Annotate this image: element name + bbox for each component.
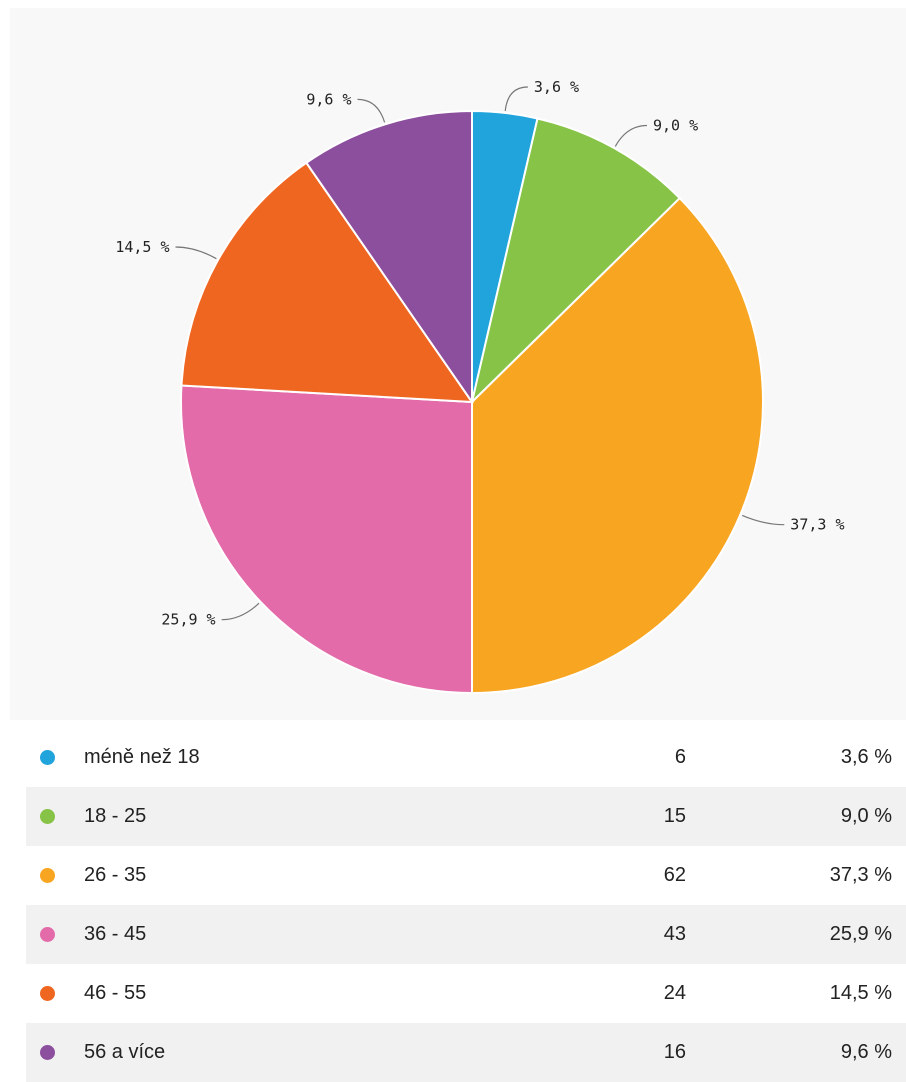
pie-leader-lines [175, 86, 785, 621]
pie-slices [180, 109, 764, 695]
pie-slice-label: 14,5 % [115, 238, 169, 256]
legend-label: 46 - 55 [84, 982, 147, 1004]
legend-dot-icon [40, 809, 55, 824]
pie-leader-line [741, 514, 785, 526]
pie-leader-line [221, 602, 260, 621]
legend-row: 46 - 55 24 14,5 % [26, 964, 906, 1023]
pie-slice-18-25 [470, 117, 682, 406]
legend-percent: 3,6 % [840, 746, 892, 768]
pie-labels: 3,6 % 9,0 % 37,3 % 25,9 % 14,5 % 9,6 % [115, 78, 844, 629]
legend-row: 18 - 25 15 9,0 % [26, 787, 906, 846]
pie-slice-56-a-vice [304, 109, 473, 406]
legend-count: 6 [674, 746, 686, 768]
pie-slice-26-35 [471, 196, 764, 695]
legend-label: 56 a více [84, 1041, 166, 1063]
legend-label: 18 - 25 [84, 805, 147, 827]
legend-count: 24 [663, 982, 686, 1004]
pie-leader-line [357, 98, 386, 123]
legend-percent: 9,0 % [840, 805, 892, 827]
pie-slice-label: 3,6 % [534, 78, 579, 96]
legend-dot-icon [40, 868, 55, 883]
legend-percent: 14,5 % [829, 982, 892, 1004]
legend-count: 43 [663, 923, 686, 945]
legend-count: 62 [663, 864, 686, 886]
pie-slice-label: 9,6 % [306, 90, 351, 108]
legend-count: 16 [663, 1041, 686, 1063]
legend-percent: 9,6 % [840, 1041, 892, 1063]
legend-dot-icon [40, 750, 55, 765]
pie-leader-line [504, 86, 528, 111]
pie-chart: 3,6 % 9,0 % 37,3 % 25,9 % 14,5 % 9,6 % [115, 78, 844, 695]
legend-dot-icon [40, 927, 55, 942]
pie-slice-46-55 [180, 161, 474, 404]
pie-leader-line [614, 124, 648, 147]
pie-leader-line [175, 246, 217, 260]
pie-slice-label: 9,0 % [653, 117, 698, 135]
legend-row: 56 a více 16 9,6 % [26, 1023, 906, 1082]
pie-slice-label: 37,3 % [790, 516, 844, 534]
legend-table: méně než 18 6 3,6 % 18 - 25 15 9,0 % 26 … [26, 728, 906, 1082]
legend-label: méně než 18 [84, 746, 200, 768]
legend-row: 26 - 35 62 37,3 % [26, 846, 906, 905]
legend-label: 26 - 35 [84, 864, 147, 886]
legend-count: 15 [663, 805, 686, 827]
legend-row: 36 - 45 43 25,9 % [26, 905, 906, 964]
legend-label: 36 - 45 [84, 923, 147, 945]
legend-dot-icon [40, 986, 55, 1001]
legend-percent: 37,3 % [829, 864, 892, 886]
pie-slice-36-45 [180, 384, 473, 695]
pie-slice-label: 25,9 % [161, 611, 215, 629]
legend-dot-icon [40, 1045, 55, 1060]
legend-percent: 25,9 % [829, 923, 892, 945]
legend-row: méně než 18 6 3,6 % [26, 728, 906, 787]
